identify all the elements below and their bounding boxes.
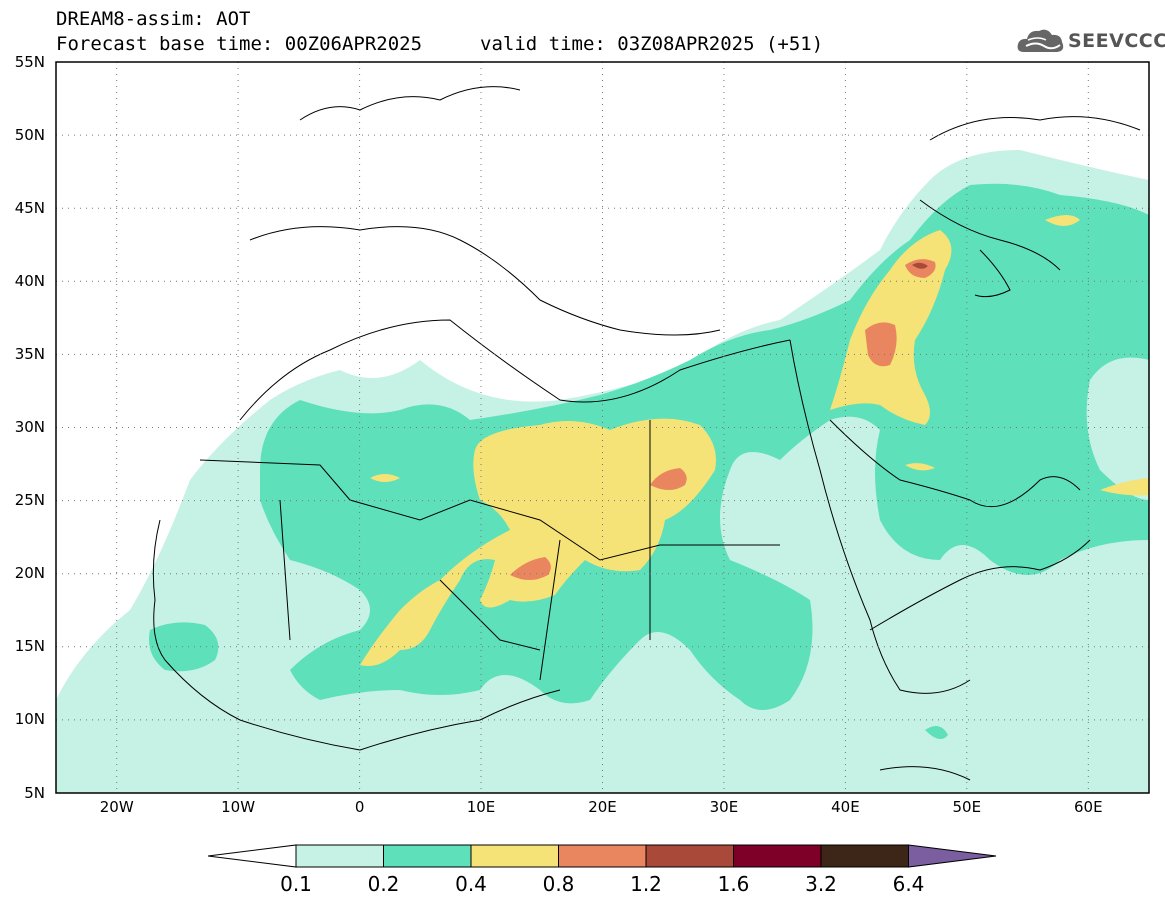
forecast-base-time: Forecast base time: 00Z06APR2025 [56,33,423,55]
lat-label: 35N [15,345,45,363]
lon-label: 20W [100,798,134,816]
aot-band-1.2-1.6 [912,262,928,269]
lon-label: 60E [1074,798,1103,816]
lat-label: 10N [15,710,45,728]
colorbar-segment [558,844,647,868]
lat-label: 45N [15,199,45,217]
lon-label: 40E [831,798,860,816]
plot-frame [55,61,1150,794]
colorbar-segment [470,844,559,868]
aot-band-0.8-1.2 [510,259,936,580]
lon-label: 50E [953,798,982,816]
lon-label: 30E [710,798,739,816]
lat-label: 55N [15,53,45,71]
lat-label: 15N [15,637,45,655]
colorbar-label: 0.2 [368,872,400,896]
colorbar-label: 3.2 [805,872,837,896]
colorbar-label: 1.6 [718,872,750,896]
map-title: DREAM8-assim: AOT [56,8,251,30]
lon-label: 0 [355,798,365,816]
valid-time: valid time: 03Z08APR2025 (+51) [480,33,824,55]
colorbar-over-arrow [908,844,997,868]
colorbar-label: 6.4 [893,872,925,896]
lon-label: 10E [467,798,496,816]
colorbar-label: 1.2 [630,872,662,896]
colorbar-label: 0.4 [455,872,487,896]
lat-label: 50N [15,126,45,144]
colorbar-segment [295,844,384,868]
lat-label: 40N [15,272,45,290]
colorbar-label: 0.1 [280,872,312,896]
colorbar-segment [383,844,472,868]
colorbar: 0.1 0.2 0.4 0.8 1.2 1.6 3.2 6.4 [207,844,997,896]
logo-text: SEEVCCC [1068,30,1165,52]
colorbar-segment [820,844,909,868]
colorbar-segment [645,844,734,868]
longitude-labels: 20W 10W 0 10E 20E 30E 40E 50E 60E [100,798,1103,816]
lat-label: 25N [15,491,45,509]
colorbar-label: 0.8 [543,872,575,896]
colorbar-segment [733,844,822,868]
lat-label: 30N [15,418,45,436]
cloud-icon [1017,29,1064,52]
lon-label: 20E [588,798,617,816]
lon-label: 10W [221,798,255,816]
latitude-labels: 55N 50N 45N 40N 35N 30N 25N 20N 15N 10N … [15,53,45,802]
lat-label: 5N [24,784,45,802]
lat-label: 20N [15,564,45,582]
aot-field [56,150,1149,793]
seevccc-logo: SEEVCCC [1016,24,1165,58]
graticule [56,62,1149,793]
colorbar-under-arrow [207,844,297,868]
coastlines [152,86,1141,781]
